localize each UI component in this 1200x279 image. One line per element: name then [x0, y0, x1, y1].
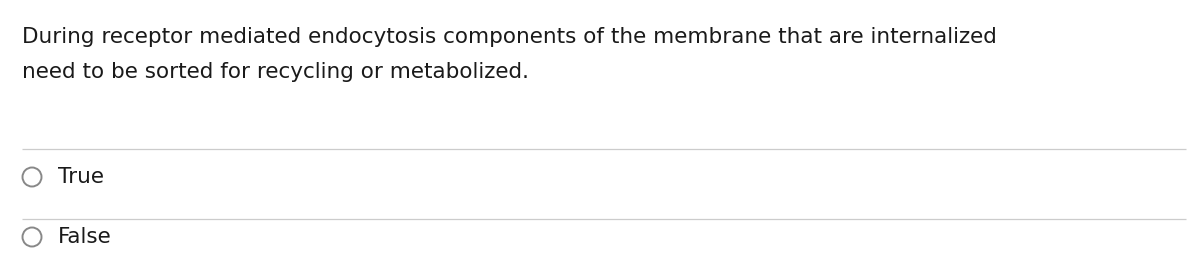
Text: need to be sorted for recycling or metabolized.: need to be sorted for recycling or metab… [22, 62, 529, 82]
Text: During receptor mediated endocytosis components of the membrane that are interna: During receptor mediated endocytosis com… [22, 27, 997, 47]
Text: True: True [58, 167, 104, 187]
Text: False: False [58, 227, 112, 247]
